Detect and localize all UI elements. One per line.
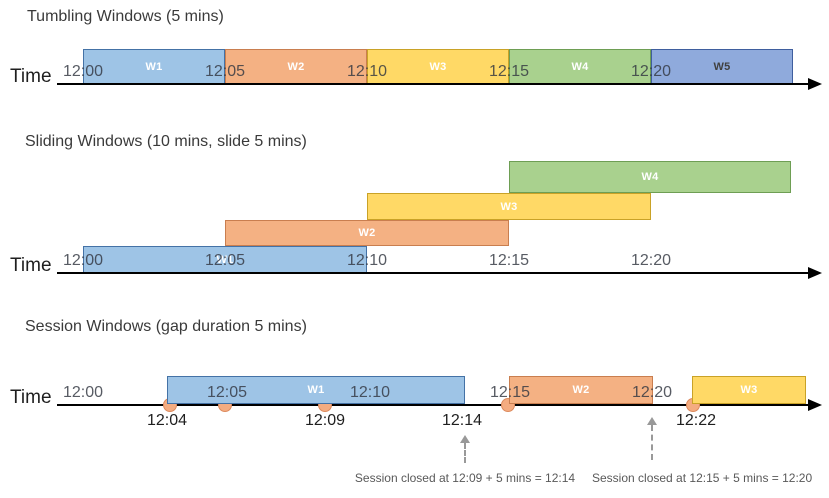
sliding-window-box-w2: W2 [225,220,509,246]
event-time-label: 12:22 [675,412,717,429]
tick-label: 12:10 [349,384,391,401]
callout-arrow-shaft [464,443,466,463]
tick-label: 12:15 [489,384,531,401]
tick-label: 12:15 [488,252,530,269]
time-axis-line [57,83,809,85]
time-axis-label-session: Time [10,387,52,408]
callout-arrow-icon [647,417,657,425]
sliding-window-box-w4: W4 [509,161,791,193]
tick-label: 12:10 [346,63,388,80]
event-time-label: 12:09 [304,412,346,429]
time-axis-arrow-icon [808,78,822,90]
event-time-label: 12:14 [441,412,483,429]
time-axis-label-tumbling: Time [10,66,52,87]
tick-label: 12:15 [488,63,530,80]
tick-label: 12:05 [204,63,246,80]
tumbling-window-box-w3: W3 [367,49,509,84]
callout-arrow-icon [460,435,470,443]
tick-label: 12:20 [630,252,672,269]
sliding-window-box-w3: W3 [367,193,651,220]
time-axis-line [57,404,809,406]
callout-text: Session closed at 12:09 + 5 mins = 12:14 [354,471,576,485]
event-time-label: 12:04 [146,412,188,429]
tick-label: 12:20 [630,63,672,80]
tick-label: 12:20 [631,384,673,401]
section-title-session: Session Windows (gap duration 5 mins) [25,318,307,335]
tumbling-window-box-w2: W2 [225,49,367,84]
tick-label: 12:05 [206,384,248,401]
time-axis-line [57,272,809,274]
session-window-box-w2: W2 [509,376,653,404]
sliding-window-box-w1: W1 [83,246,367,273]
tick-label: 12:00 [62,252,104,269]
tumbling-window-box-w5: W5 [651,49,793,84]
time-axis-arrow-icon [808,399,822,411]
tick-label: 12:00 [62,63,104,80]
session-window-box-w3: W3 [692,376,806,404]
tick-label: 12:05 [204,252,246,269]
callout-text: Session closed at 12:15 + 5 mins = 12:20 [592,471,813,485]
tick-label: 12:10 [346,252,388,269]
callout-arrow-shaft [651,425,653,460]
section-title-sliding: Sliding Windows (10 mins, slide 5 mins) [25,133,307,150]
tick-label: 12:00 [62,384,104,401]
session-window-box-w1: W1 [167,376,465,404]
time-axis-label-sliding: Time [10,255,52,276]
section-title-tumbling: Tumbling Windows (5 mins) [27,8,224,25]
time-axis-arrow-icon [808,267,822,279]
tumbling-window-box-w1: W1 [83,49,225,84]
tumbling-window-box-w4: W4 [509,49,651,84]
